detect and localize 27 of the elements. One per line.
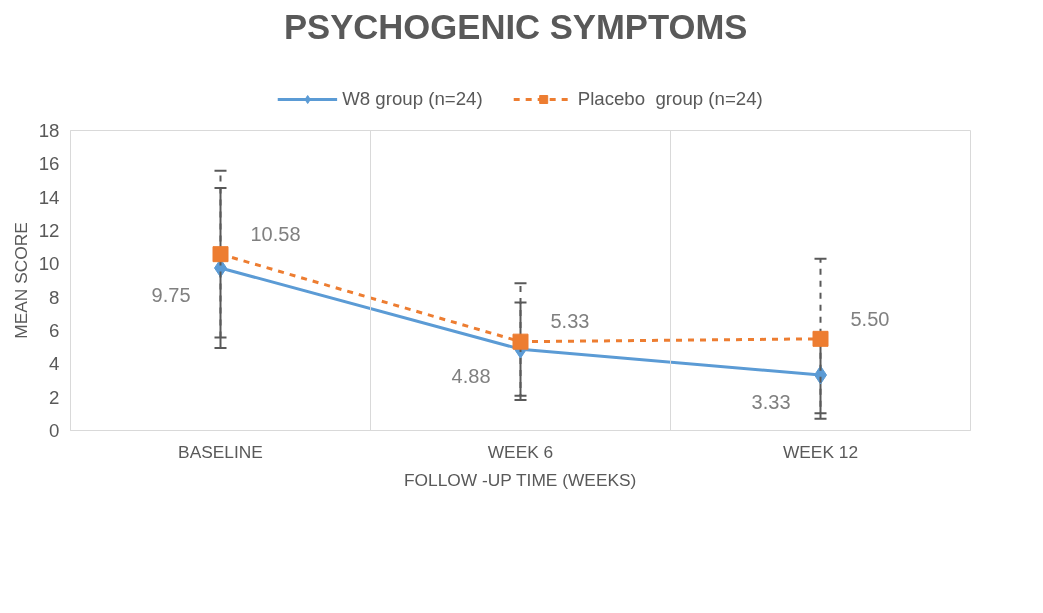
- point: [812, 330, 829, 347]
- point: [212, 246, 229, 263]
- y-axis-title: MEAN SCORE: [10, 222, 31, 339]
- x-tick-label: BASELINE: [178, 441, 263, 462]
- x-tick-label: WEEK 6: [487, 441, 554, 462]
- y-tick-label: 18: [38, 120, 60, 141]
- y-tick-label: 6: [49, 320, 60, 341]
- data-label: 4.88: [451, 365, 491, 388]
- legend-label: Placebo group (n=24): [577, 88, 763, 110]
- chart-title: PSYCHOGENIC SYMPTOMS: [283, 7, 748, 46]
- y-tick-label: 10: [38, 253, 60, 275]
- point: [512, 333, 529, 350]
- x-tick-label: WEEK 12: [782, 441, 859, 462]
- y-tick-label: 14: [38, 186, 60, 208]
- data-label: 10.58: [250, 222, 301, 245]
- data-label: 9.75: [151, 284, 191, 306]
- y-tick-label: 8: [49, 286, 60, 308]
- y-tick-label: 4: [49, 353, 60, 375]
- data-label: 5.50: [850, 307, 890, 330]
- y-tick-label: 0: [49, 420, 60, 441]
- data-label: 3.33: [751, 391, 791, 413]
- x-axis-title: FOLLOW -UP TIME (WEEKS): [404, 469, 637, 490]
- data-label: 5.33: [550, 310, 590, 333]
- y-tick-label: 12: [38, 220, 60, 241]
- y-tick-label: 2: [49, 386, 60, 408]
- y-tick-label: 16: [38, 153, 60, 175]
- legend-label: W8 group (n=24): [342, 88, 483, 110]
